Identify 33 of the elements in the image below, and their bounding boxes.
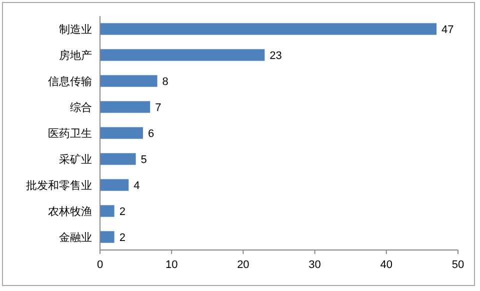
bar xyxy=(100,23,437,35)
y-tick-label: 信息传输 xyxy=(48,75,92,88)
bar xyxy=(100,49,265,61)
data-label: 47 xyxy=(442,24,454,36)
y-tick-label: 农林牧渔 xyxy=(48,205,92,218)
x-tick-label: 20 xyxy=(237,259,250,271)
y-tick-label: 采矿业 xyxy=(59,153,92,166)
x-tick-label: 0 xyxy=(96,259,104,271)
data-label: 8 xyxy=(162,76,168,88)
bar xyxy=(100,179,129,191)
bar xyxy=(100,75,158,87)
data-label: 5 xyxy=(140,154,147,166)
bar xyxy=(100,101,150,113)
data-label: 2 xyxy=(119,206,126,218)
data-label: 4 xyxy=(134,180,140,192)
x-tick-label: 50 xyxy=(452,259,464,271)
y-tick-label: 综合 xyxy=(70,101,92,114)
data-label: 2 xyxy=(119,232,126,244)
data-label: 7 xyxy=(155,102,162,114)
bar xyxy=(100,231,114,243)
x-tick-label: 40 xyxy=(380,259,393,271)
y-tick-label: 医药卫生 xyxy=(48,127,92,140)
y-tick-label: 金融业 xyxy=(59,231,92,244)
bar xyxy=(100,153,136,165)
x-tick-label: 10 xyxy=(165,259,178,271)
data-label: 6 xyxy=(148,128,154,140)
y-tick-label: 房地产 xyxy=(59,49,92,62)
x-tick-label: 30 xyxy=(308,259,321,271)
data-label: 23 xyxy=(270,50,282,62)
y-tick-label: 批发和零售业 xyxy=(26,179,92,192)
y-tick-label: 制造业 xyxy=(59,23,92,36)
bar xyxy=(100,127,143,139)
bar xyxy=(100,205,114,217)
